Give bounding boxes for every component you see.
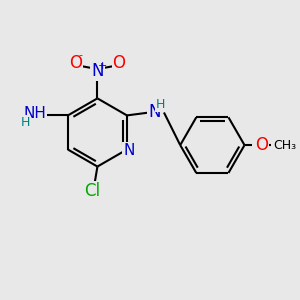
Text: Cl: Cl bbox=[85, 182, 101, 200]
Text: CH₃: CH₃ bbox=[274, 139, 297, 152]
Text: NH: NH bbox=[23, 106, 46, 121]
Text: +: + bbox=[98, 61, 107, 71]
Text: -: - bbox=[79, 50, 83, 61]
Text: H: H bbox=[20, 116, 30, 129]
Text: O: O bbox=[70, 54, 83, 72]
Text: H: H bbox=[155, 98, 165, 111]
Text: N: N bbox=[123, 143, 135, 158]
Text: N: N bbox=[91, 62, 104, 80]
Text: N: N bbox=[148, 103, 161, 122]
Text: O: O bbox=[256, 136, 268, 154]
Text: O: O bbox=[112, 54, 125, 72]
